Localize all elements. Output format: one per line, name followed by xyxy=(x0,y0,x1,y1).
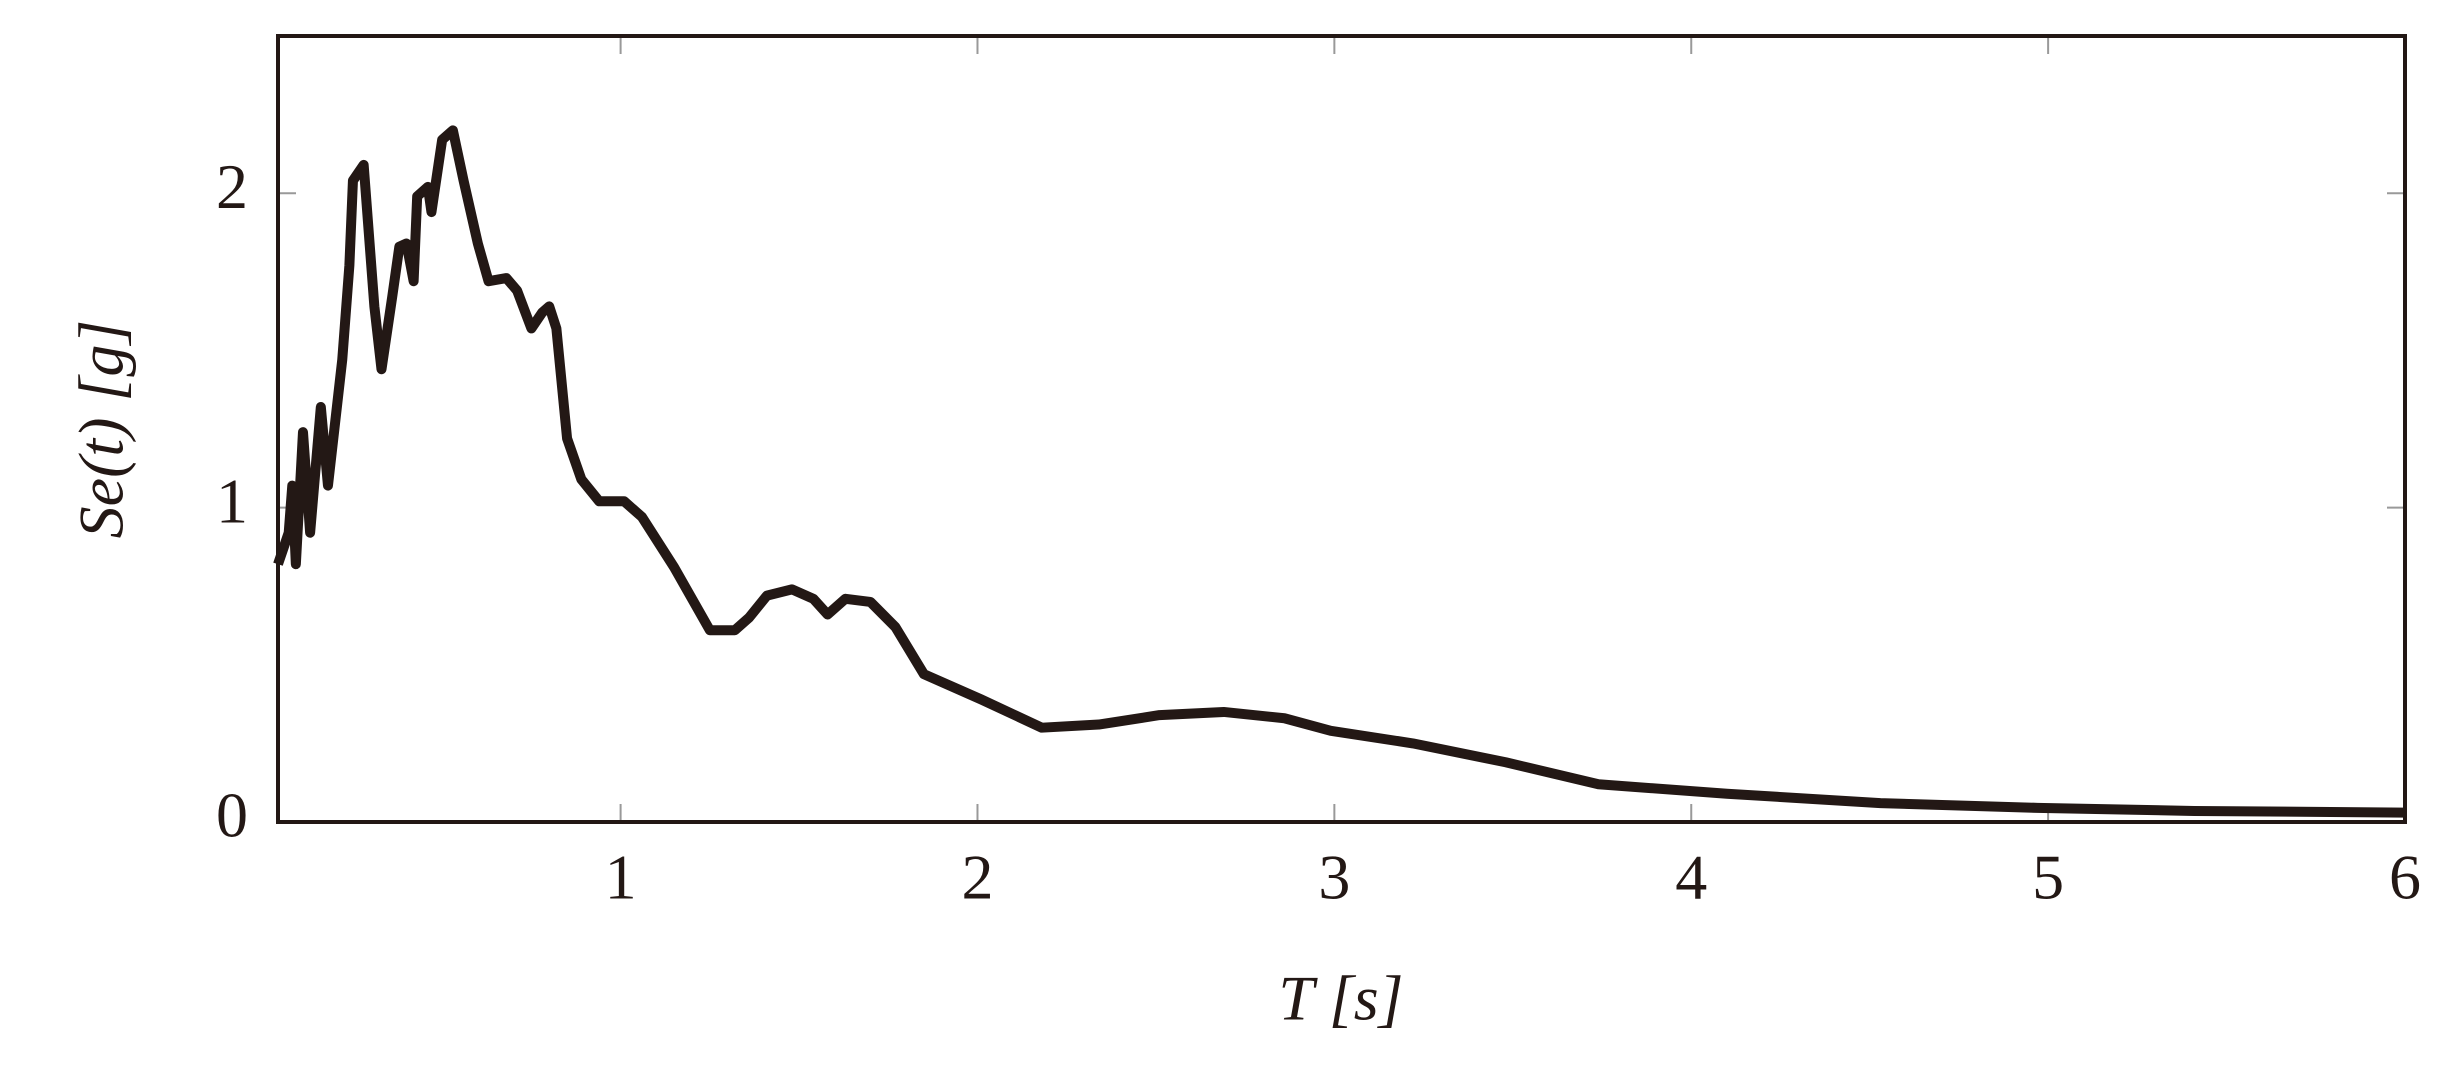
x-tick-label: 1 xyxy=(605,842,637,913)
y-tick-label: 0 xyxy=(216,780,248,851)
y-axis-label: Se(t) [g] xyxy=(66,320,137,539)
x-axis-label: T [s] xyxy=(1278,963,1403,1034)
x-tick-label: 2 xyxy=(961,842,993,913)
data-line xyxy=(273,125,2406,818)
y-tick-label: 1 xyxy=(216,465,248,536)
y-tick-label: 2 xyxy=(216,151,248,222)
x-tick-label: 3 xyxy=(1318,842,1350,913)
x-tick-label: 5 xyxy=(2032,842,2064,913)
x-tick-label: 6 xyxy=(2389,842,2421,913)
x-tick-label: 4 xyxy=(1675,842,1707,913)
plot-frame xyxy=(276,34,2407,824)
